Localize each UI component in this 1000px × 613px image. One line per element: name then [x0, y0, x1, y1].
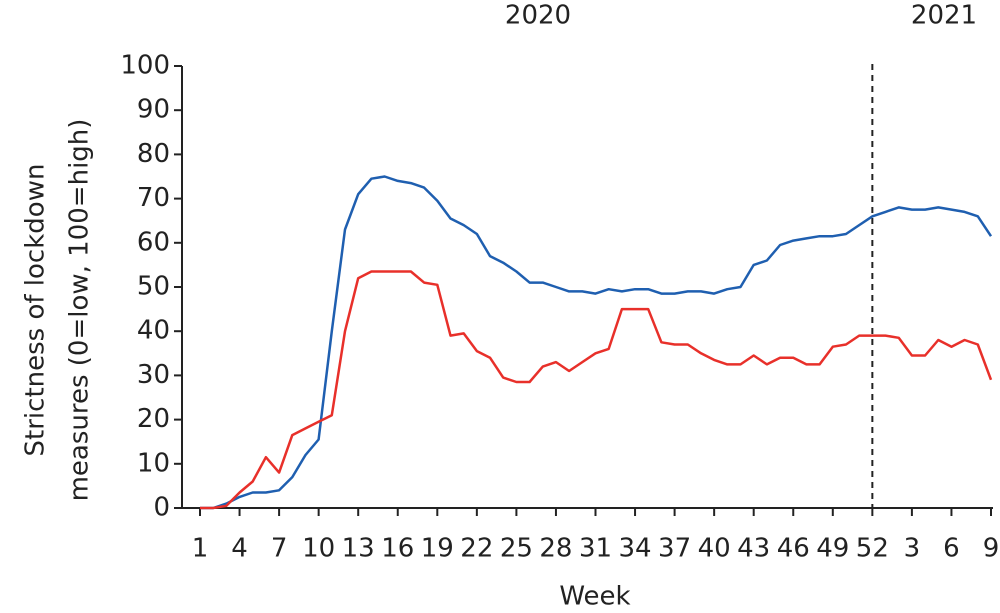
x-tick-label: 52: [856, 534, 889, 564]
y-tick-label: 10: [137, 448, 170, 478]
y-tick-label: 90: [137, 95, 170, 125]
y-tick-label: 20: [137, 404, 170, 434]
y-tick-label: 30: [137, 360, 170, 390]
x-tick-label: 25: [500, 534, 533, 564]
x-tick-label: 40: [698, 534, 731, 564]
year-label: 2020: [505, 1, 571, 31]
x-tick-label: 37: [658, 534, 691, 564]
y-axis-label: measures (0=low, 100=high): [65, 119, 95, 502]
x-axis-label: Week: [559, 582, 630, 612]
series-line: [200, 270, 993, 510]
x-tick-label: 3: [904, 534, 921, 564]
y-tick-label: 60: [137, 227, 170, 257]
x-tick-label: 4: [231, 534, 248, 564]
series-line: [200, 175, 993, 510]
x-tick-label: 9: [983, 534, 1000, 564]
x-tick-label: 34: [619, 534, 652, 564]
x-tick-label: 6: [943, 534, 960, 564]
y-tick-label: 80: [137, 139, 170, 169]
y-tick-label: 70: [137, 183, 170, 213]
x-tick-label: 43: [737, 534, 770, 564]
x-tick-label: 19: [421, 534, 454, 564]
x-tick-label: 1: [192, 534, 209, 564]
x-tick-label: 49: [816, 534, 849, 564]
x-tick-label: 10: [302, 534, 335, 564]
x-tick-label: 16: [381, 534, 414, 564]
y-tick-label: 100: [120, 51, 170, 81]
x-tick-label: 13: [342, 534, 375, 564]
y-tick-label: 40: [137, 316, 170, 346]
year-label: 2021: [911, 1, 977, 31]
x-tick-label: 22: [460, 534, 493, 564]
y-tick-label: 50: [137, 272, 170, 302]
x-tick-label: 46: [777, 534, 810, 564]
y-axis-label: Strictness of lockdown: [21, 164, 51, 457]
x-tick-label: 7: [271, 534, 288, 564]
x-tick-label: 28: [539, 534, 572, 564]
y-tick-label: 0: [153, 493, 170, 523]
x-tick-label: 31: [579, 534, 612, 564]
